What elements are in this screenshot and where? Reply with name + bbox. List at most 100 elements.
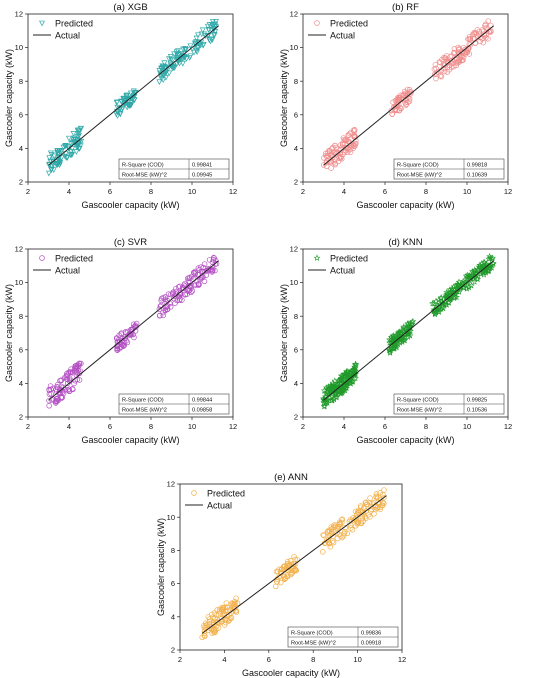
predicted-point: [467, 36, 473, 42]
predicted-point: [226, 617, 233, 623]
predicted-point: [352, 141, 359, 147]
predicted-point: [334, 149, 341, 156]
predicted-point: [396, 97, 403, 103]
predicted-point: [49, 163, 56, 170]
y-tick-label: 6: [294, 345, 298, 354]
x-tick-label: 6: [108, 187, 112, 196]
predicted-point: [448, 53, 455, 59]
y-tick-label: 8: [294, 77, 298, 86]
predicted-point: [170, 64, 177, 71]
predicted-point: [169, 57, 176, 64]
x-tick-label: 4: [342, 422, 346, 431]
predicted-point: [212, 22, 219, 29]
predicted-point: [74, 138, 81, 145]
predicted-point: [115, 109, 122, 116]
y-tick-label: 4: [19, 379, 23, 388]
predicted-point: [322, 388, 330, 396]
legend-predicted-marker: [314, 20, 320, 26]
y-tick-label: 8: [294, 312, 298, 321]
y-tick-label: 10: [290, 43, 298, 52]
predicted-point: [338, 389, 345, 396]
predicted-point: [202, 633, 208, 639]
legend-actual-label: Actual: [207, 501, 232, 511]
y-tick-label: 2: [294, 413, 298, 422]
predicted-point: [326, 394, 334, 401]
predicted-point: [352, 360, 360, 368]
predicted-point: [284, 567, 290, 573]
predicted-point: [378, 497, 384, 503]
predicted-point: [291, 553, 297, 560]
predicted-point: [354, 511, 360, 518]
chart-panel-ann: (e) ANN 2 4 6 8 10 12 2 4 6 8 10 12 Gascooler capacit…: [156, 472, 406, 678]
predicted-point: [114, 113, 121, 119]
predicted-point: [173, 285, 179, 292]
stats-label: Root-MSE (kW)^2: [397, 172, 442, 178]
predicted-point: [404, 333, 412, 340]
predicted-point: [334, 530, 340, 536]
predicted-point: [330, 539, 337, 546]
y-tick-label: 2: [19, 413, 23, 422]
predicted-point: [438, 73, 445, 80]
predicted-point: [198, 264, 204, 270]
legend-predicted-marker: [313, 254, 321, 261]
predicted-point: [467, 42, 474, 48]
predicted-point: [389, 335, 397, 342]
x-tick-label: 2: [301, 187, 305, 196]
predicted-point: [195, 281, 202, 287]
predicted-point: [339, 519, 345, 526]
y-tick-label: 10: [290, 278, 298, 287]
predicted-point: [78, 126, 85, 132]
predicted-point: [465, 36, 471, 42]
predicted-point: [393, 101, 400, 108]
predicted-point: [433, 75, 439, 82]
predicted-point: [442, 62, 448, 68]
predicted-point: [477, 34, 484, 41]
predicted-point: [47, 150, 54, 157]
predicted-point: [124, 95, 130, 102]
predicted-point: [332, 160, 338, 167]
predicted-point: [75, 128, 82, 135]
predicted-point: [192, 270, 198, 276]
predicted-point: [199, 27, 206, 34]
predicted-point: [130, 331, 136, 338]
predicted-point: [484, 267, 492, 275]
predicted-point: [182, 47, 189, 53]
predicted-point: [343, 136, 349, 142]
predicted-point: [73, 363, 79, 369]
predicted-point: [394, 335, 402, 342]
predicted-point: [327, 388, 335, 395]
predicted-point: [337, 147, 344, 153]
predicted-point: [461, 281, 469, 288]
predicted-point: [363, 508, 369, 514]
predicted-point: [320, 532, 326, 538]
predicted-point: [482, 21, 489, 28]
predicted-point: [48, 386, 54, 393]
x-tick-label: 2: [301, 422, 305, 431]
predicted-point: [453, 62, 459, 69]
legend-predicted-marker: [191, 490, 197, 496]
predicted-point: [209, 37, 216, 43]
predicted-point: [173, 49, 180, 56]
predicted-point: [467, 282, 475, 289]
predicted-point: [429, 299, 436, 307]
predicted-point: [74, 127, 81, 134]
predicted-point: [485, 36, 491, 42]
predicted-point: [373, 494, 380, 501]
chart-title: (b) RF: [392, 2, 419, 13]
stats-table: R-Square (COD) 0.99818 Root-MSE (kW)^2 0.10…: [393, 158, 505, 180]
predicted-point: [51, 153, 58, 160]
y-tick-label: 8: [171, 546, 175, 555]
y-tick-label: 6: [19, 345, 23, 354]
predicted-point: [161, 60, 168, 67]
predicted-point: [320, 387, 328, 394]
y-tick-label: 12: [167, 480, 175, 489]
predicted-point: [339, 156, 345, 162]
y-axis-label: Gascooler capacity (kW): [156, 518, 166, 616]
stats-label: Root-MSE (kW)^2: [122, 172, 167, 178]
predicted-point: [400, 96, 406, 103]
predicted-point: [183, 56, 190, 62]
plot-frame: [27, 248, 234, 418]
predicted-point: [46, 391, 53, 397]
predicted-point: [474, 265, 482, 273]
predicted-point: [64, 370, 70, 377]
